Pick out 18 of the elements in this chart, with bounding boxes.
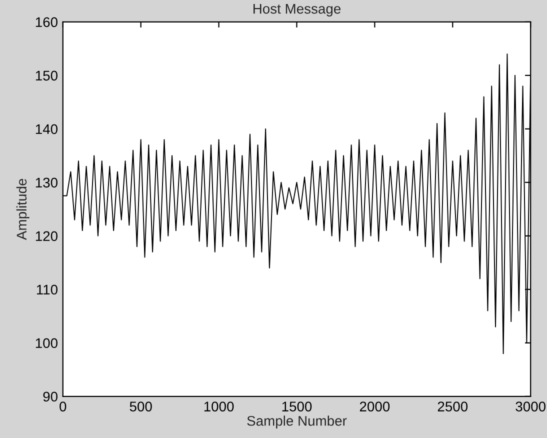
x-tick-label: 1500 — [282, 402, 312, 412]
y-axis-title: Amplitude — [16, 178, 30, 240]
x-tick-label: 2500 — [438, 402, 468, 412]
y-tick-label: 150 — [36, 70, 58, 81]
y-tick-label: 120 — [36, 231, 58, 242]
x-tick-label: 0 — [60, 402, 66, 412]
x-tick-label: 3000 — [516, 402, 546, 412]
x-tick-label: 500 — [130, 402, 152, 412]
chart-title: Host Message — [254, 4, 341, 16]
x-axis-title: Sample Number — [247, 416, 347, 429]
y-tick-label: 160 — [36, 17, 58, 28]
y-tick-label: 90 — [43, 392, 58, 402]
y-tick-label: 130 — [36, 178, 58, 188]
y-tick-label: 100 — [36, 338, 58, 348]
x-tick-label: 1000 — [204, 402, 234, 412]
x-tick-label: 2000 — [360, 402, 390, 412]
y-tick-label: 110 — [36, 284, 58, 295]
y-tick-label: 140 — [36, 124, 58, 134]
